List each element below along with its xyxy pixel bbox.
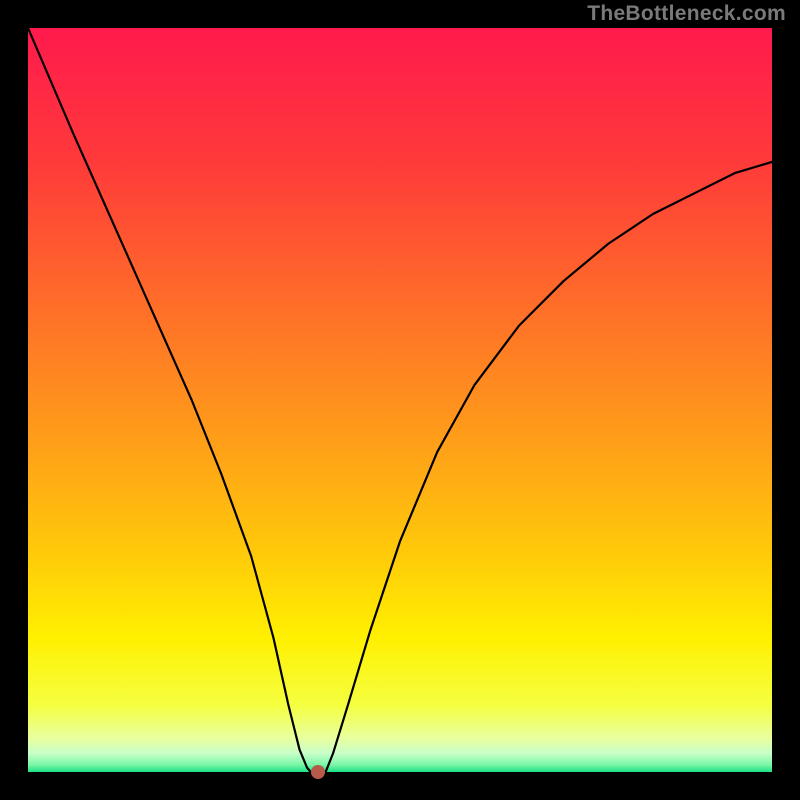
minimum-marker: [311, 765, 325, 779]
curve-right-branch: [326, 162, 772, 772]
watermark-text: TheBottleneck.com: [587, 2, 786, 26]
bottleneck-curve: [28, 28, 772, 772]
chart-container: TheBottleneck.com: [0, 0, 800, 800]
curve-left-branch: [28, 28, 311, 772]
plot-area: [28, 28, 772, 772]
